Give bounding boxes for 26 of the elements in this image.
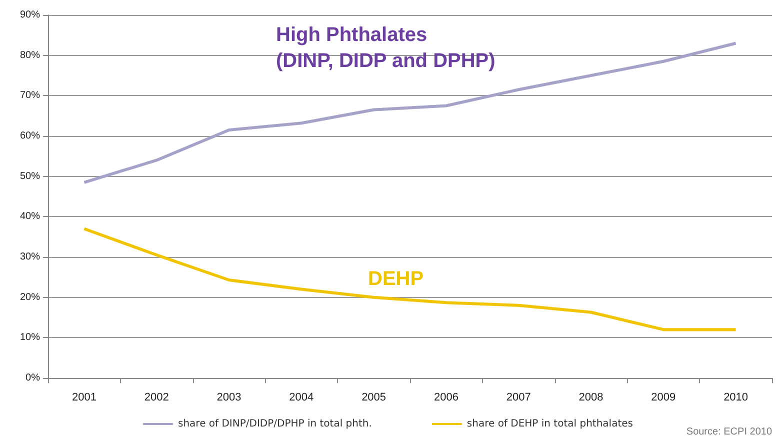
x-tick-label: 2003 xyxy=(216,392,242,404)
y-tick-label: 30% xyxy=(20,252,40,262)
x-tick-label: 2005 xyxy=(362,392,386,404)
line-series xyxy=(82,227,738,332)
source-note: Source: ECPI 2010 xyxy=(686,426,772,438)
x-tick-label: 2008 xyxy=(578,392,604,404)
y-tick-label: 40% xyxy=(20,211,40,222)
x-tick-label: 2006 xyxy=(434,392,458,404)
x-tick-label: 2010 xyxy=(724,392,748,404)
x-tick-label: 2002 xyxy=(144,392,169,404)
y-tick-label: 90% xyxy=(20,10,40,20)
y-tick-label: 50% xyxy=(20,170,40,182)
x-tick-label: 2007 xyxy=(506,392,531,404)
y-tick-label: 20% xyxy=(20,292,40,303)
x-tick-label: 2004 xyxy=(289,392,314,404)
y-tick-label: 80% xyxy=(20,50,40,61)
x-tick-label: 2001 xyxy=(72,392,96,404)
legend-label: share of DINP/DIDP/DPHP in total phth. xyxy=(178,418,372,430)
y-tick-label: 10% xyxy=(20,332,40,344)
annotation: DEHP xyxy=(368,268,424,290)
y-tick-label: 0% xyxy=(26,372,40,384)
legend-label: share of DEHP in total phthalates xyxy=(466,418,634,430)
x-tick-label: 2009 xyxy=(651,392,676,404)
y-tick-label: 70% xyxy=(20,90,40,102)
annotation: High Phthalates (DINP, DIDP and DPHP) xyxy=(276,24,496,72)
y-tick-label: 60% xyxy=(20,130,40,142)
